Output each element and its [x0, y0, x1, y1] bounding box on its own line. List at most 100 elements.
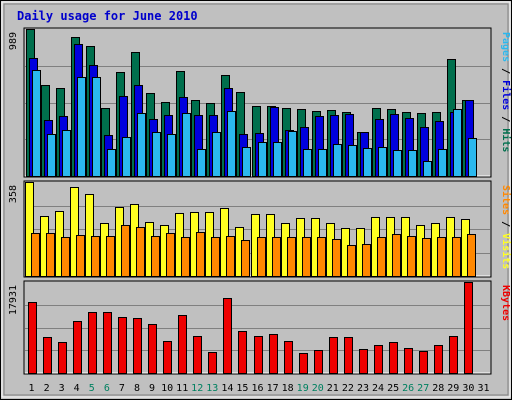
bar-kbytes-1: [28, 302, 37, 374]
bar-kbytes-20: [314, 350, 323, 374]
bar-pages-15: [242, 147, 251, 177]
x-tick-label: 29: [447, 383, 459, 394]
bar-sites-5: [91, 236, 100, 277]
bar-sites-23: [362, 244, 371, 277]
bar-kbytes-23: [359, 349, 368, 374]
x-tick-label: 9: [149, 383, 155, 394]
bar-kbytes-12: [193, 336, 202, 374]
bar-kbytes-30: [464, 282, 473, 374]
bar-kbytes-15: [238, 331, 247, 374]
bar-sites-8: [136, 227, 145, 277]
x-tick-label: 27: [417, 383, 429, 394]
bar-kbytes-24: [374, 345, 383, 374]
bar-kbytes-6: [103, 312, 112, 374]
bar-kbytes-7: [118, 317, 127, 374]
panel-kbytes: 17931 KBytes: [8, 280, 511, 375]
bar-sites-6: [106, 236, 115, 277]
x-tick-label: 7: [119, 383, 125, 394]
bar-sites-26: [407, 236, 416, 277]
bar-kbytes-16: [254, 336, 263, 374]
bar-pages-19: [303, 149, 312, 177]
bar-kbytes-18: [284, 341, 293, 374]
x-tick-label: 26: [402, 383, 414, 394]
bar-pages-20: [318, 149, 327, 177]
bar-pages-29: [453, 109, 462, 177]
bar-kbytes-4: [73, 321, 82, 374]
panel-visits: 358 Sites / Visits: [8, 180, 512, 278]
x-tick-label: 17: [267, 383, 279, 394]
bar-pages-7: [122, 137, 131, 177]
bar-sites-24: [377, 237, 386, 277]
bar-sites-7: [121, 225, 130, 277]
bar-visits-5: [85, 194, 94, 277]
bar-pages-12: [197, 149, 206, 177]
bar-sites-25: [392, 234, 401, 277]
y-max-label-usage: 989: [8, 32, 19, 50]
x-tick-label: 2: [44, 383, 50, 394]
bar-kbytes-29: [449, 336, 458, 374]
bar-pages-18: [288, 131, 297, 177]
x-tick-label: 10: [161, 383, 173, 394]
side-legend-visits: Sites / Visits: [500, 185, 512, 269]
panel-usage: 989 Pages / Files / Hits: [8, 27, 512, 178]
bar-pages-26: [408, 150, 417, 177]
bar-sites-30: [467, 234, 476, 277]
bar-pages-14: [227, 111, 236, 177]
side-legend-part-kbytes-0: KBytes: [500, 285, 511, 321]
bar-sites-17: [272, 237, 281, 277]
bar-pages-11: [182, 113, 191, 177]
x-tick-label: 24: [372, 383, 384, 394]
x-axis-labels: 1 2 3 4 5 6 7 8 9 10 11 12 13 14 15 16 17 18 19 20 21 22 23 24 2…: [28, 383, 489, 394]
x-tick-label: 30: [462, 383, 474, 394]
bar-pages-25: [393, 150, 402, 177]
x-tick-label: 16: [251, 383, 263, 394]
bar-sites-9: [151, 236, 160, 277]
bar-kbytes-10: [163, 341, 172, 374]
x-tick-label: 5: [89, 383, 95, 394]
bar-kbytes-9: [148, 324, 157, 374]
bar-pages-30: [468, 138, 477, 177]
bar-pages-10: [167, 134, 176, 177]
bar-kbytes-22: [344, 337, 353, 374]
bar-sites-28: [437, 237, 446, 277]
bar-sites-16: [257, 237, 266, 277]
bar-pages-5: [92, 77, 101, 177]
bar-sites-3: [61, 237, 70, 277]
x-tick-label: 15: [236, 383, 248, 394]
bar-pages-4: [77, 77, 86, 177]
bar-kbytes-26: [404, 348, 413, 374]
x-tick-label: 13: [206, 383, 218, 394]
bar-sites-15: [241, 240, 250, 277]
bar-pages-21: [333, 144, 342, 177]
bar-sites-4: [76, 235, 85, 277]
x-tick-label: 20: [312, 383, 324, 394]
bar-pages-23: [363, 148, 372, 177]
bar-sites-22: [347, 245, 356, 277]
bar-kbytes-28: [434, 345, 443, 374]
bar-sites-13: [211, 237, 220, 277]
bar-kbytes-11: [178, 315, 187, 374]
side-legend-usage: Pages / Files / Hits: [500, 32, 512, 152]
x-tick-label: 22: [342, 383, 354, 394]
x-tick-label: 23: [357, 383, 369, 394]
bar-sites-27: [422, 238, 431, 277]
bar-pages-16: [258, 142, 267, 177]
x-tick-label: 6: [104, 383, 110, 394]
bar-kbytes-5: [88, 312, 97, 374]
side-legend-part-usage-0: Pages: [500, 32, 511, 62]
bar-sites-11: [181, 237, 190, 277]
side-legend-part-visits-0: Sites: [500, 185, 512, 215]
x-tick-label: 31: [477, 383, 489, 394]
x-tick-label: 12: [191, 383, 203, 394]
x-tick-label: 11: [176, 383, 188, 394]
side-legend-part-visits-1: /: [500, 215, 511, 233]
x-tick-label: 21: [327, 383, 339, 394]
bar-sites-12: [196, 232, 205, 277]
bar-kbytes-27: [419, 351, 428, 374]
bar-sites-2: [46, 233, 55, 277]
bar-pages-27: [423, 161, 432, 177]
bar-pages-17: [273, 142, 282, 177]
